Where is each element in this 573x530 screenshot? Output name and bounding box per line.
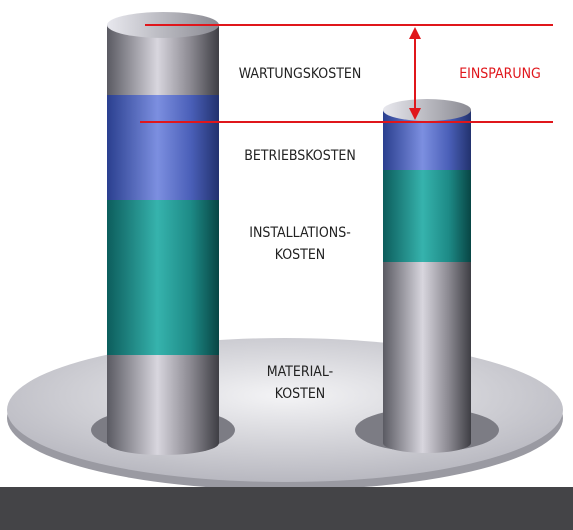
label-operating: BETRIEBSKOSTEN [244,148,356,164]
label-material-1: MATERIAL- [267,364,333,380]
footer-bar [0,487,573,530]
label-savings: EINSPARUNG [459,66,541,82]
label-installation-1: INSTALLATIONS- [249,225,351,241]
label-installation-2: KOSTEN [275,247,325,263]
savings-marker [140,24,553,123]
right-cylinder [383,99,471,453]
left-cylinder [107,12,219,455]
label-maintenance: WARTUNGSKOSTEN [239,66,362,82]
platform [7,338,563,490]
label-material-2: KOSTEN [275,386,325,402]
